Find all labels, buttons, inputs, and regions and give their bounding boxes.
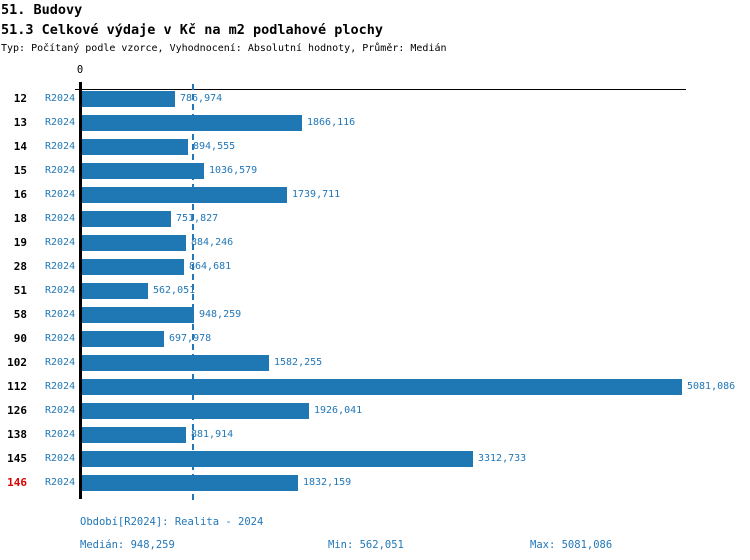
bar-value-label: 3312,733 (478, 453, 527, 464)
bar-value-label: 1926,041 (314, 405, 363, 416)
row-category-label: 19 (13, 236, 27, 249)
bar-value-label: 884,246 (191, 237, 234, 248)
row-series-label: R2024 (45, 357, 76, 368)
bar (82, 307, 194, 323)
footer-min-label: Min: 562,051 (328, 539, 404, 551)
row-series-label: R2024 (45, 429, 76, 440)
bar (82, 427, 186, 443)
row-category-label: 18 (13, 212, 27, 225)
row-category-label: 145 (7, 452, 27, 465)
footer-period-label: Období[R2024]: Realita - 2024 (80, 516, 264, 528)
bar-value-label: 786,974 (180, 93, 223, 104)
bar (82, 163, 204, 179)
bar (82, 355, 269, 371)
x-axis-line (75, 89, 686, 90)
bar (82, 211, 171, 227)
bar-value-label: 697,978 (169, 333, 212, 344)
row-series-label: R2024 (45, 93, 76, 104)
row-category-label: 15 (13, 164, 27, 177)
row-category-label: 138 (7, 428, 27, 441)
bar-value-label: 1739,711 (292, 189, 341, 200)
row-series-label: R2024 (45, 189, 76, 200)
bar (82, 379, 682, 395)
section-title: 51. Budovy (1, 2, 83, 18)
row-series-label: R2024 (45, 165, 76, 176)
row-category-label: 28 (13, 260, 27, 273)
bar (82, 283, 148, 299)
x-axis-zero-tick-label: 0 (76, 64, 84, 76)
bar (82, 235, 186, 251)
row-series-label: R2024 (45, 405, 76, 416)
row-series-label: R2024 (45, 141, 76, 152)
chart-subtitle: Typ: Počítaný podle vzorce, Vyhodnocení:… (1, 43, 447, 54)
row-series-label: R2024 (45, 381, 76, 392)
bar (82, 475, 298, 491)
row-series-label: R2024 (45, 309, 76, 320)
bar (82, 115, 302, 131)
row-category-label: 16 (13, 188, 27, 201)
row-category-label: 14 (13, 140, 27, 153)
row-category-label: 12 (13, 92, 27, 105)
row-series-label: R2024 (45, 213, 76, 224)
bar-value-label: 948,259 (199, 309, 242, 320)
bar-value-label: 1866,116 (307, 117, 356, 128)
bar-value-label: 5081,086 (687, 381, 736, 392)
footer-max-label: Max: 5081,086 (530, 539, 613, 551)
row-category-label: 126 (7, 404, 27, 417)
bar-value-label: 881,914 (191, 429, 234, 440)
bar (82, 331, 164, 347)
row-series-label: R2024 (45, 285, 76, 296)
bar (82, 139, 188, 155)
row-category-label: 146 (7, 476, 27, 489)
row-category-label: 13 (13, 116, 27, 129)
row-series-label: R2024 (45, 333, 76, 344)
chart-title: 51.3 Celkové výdaje v Kč na m2 podlahové… (1, 22, 384, 38)
bar-value-label: 1832,159 (303, 477, 352, 488)
row-category-label: 112 (7, 380, 27, 393)
footer-median-label: Medián: 948,259 (80, 539, 175, 551)
bar (82, 187, 287, 203)
row-category-label: 51 (13, 284, 27, 297)
median-reference-line (192, 84, 194, 500)
row-series-label: R2024 (45, 117, 76, 128)
row-series-label: R2024 (45, 477, 76, 488)
bar (82, 403, 309, 419)
row-series-label: R2024 (45, 453, 76, 464)
row-series-label: R2024 (45, 237, 76, 248)
bar-value-label: 1582,255 (274, 357, 323, 368)
row-series-label: R2024 (45, 261, 76, 272)
bar-value-label: 562,051 (153, 285, 196, 296)
bar-value-label: 894,555 (193, 141, 236, 152)
y-axis-line (79, 82, 82, 499)
bar-value-label: 751,827 (176, 213, 219, 224)
row-category-label: 90 (13, 332, 27, 345)
bar (82, 91, 175, 107)
row-category-label: 58 (13, 308, 27, 321)
bar-value-label: 1036,579 (209, 165, 258, 176)
row-category-label: 102 (7, 356, 27, 369)
bar-value-label: 864,681 (189, 261, 232, 272)
bar (82, 259, 184, 275)
bar (82, 451, 473, 467)
